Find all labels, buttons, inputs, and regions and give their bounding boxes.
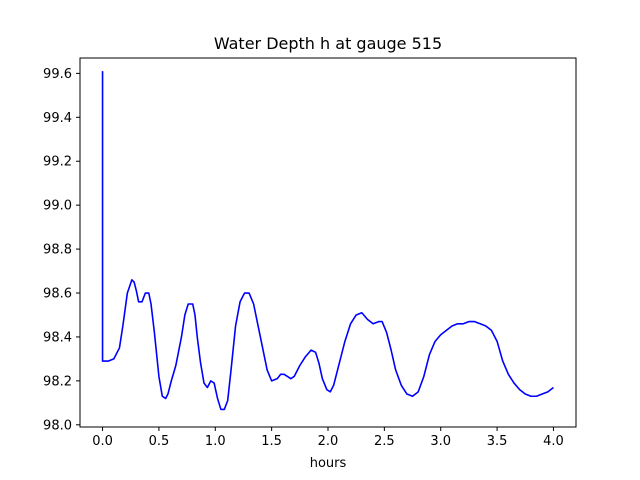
y-tick-label: 98.8 [43,243,72,258]
x-tick-label: 1.5 [261,434,282,449]
x-tick-label: 2.0 [318,434,339,449]
x-tick-label: 3.0 [430,434,451,449]
y-tick-label: 98.0 [43,418,72,433]
chart-title: Water Depth h at gauge 515 [214,34,442,53]
x-tick-label: 4.0 [543,434,564,449]
y-tick-label: 99.6 [43,67,72,82]
x-tick-label: 2.5 [374,434,395,449]
x-tick-label: 0.0 [92,434,113,449]
y-tick-label: 98.2 [43,374,72,389]
y-tick-label: 99.4 [43,111,72,126]
x-tick-label: 3.5 [487,434,508,449]
y-tick-label: 99.0 [43,199,72,214]
series-line-1 [101,71,554,411]
y-tick-label: 98.4 [43,330,72,345]
x-tick-label: 0.5 [149,434,170,449]
y-tick-label: 98.6 [43,287,72,302]
plot-area: 0.0 0.5 1.0 1.5 2.0 2.5 3.0 3.5 4.0 98.0 98.2 98.4 9… [43,57,577,449]
x-tick-label: 1.0 [205,434,226,449]
x-axis-title: hours [310,456,347,471]
y-tick-label: 99.2 [43,155,72,170]
